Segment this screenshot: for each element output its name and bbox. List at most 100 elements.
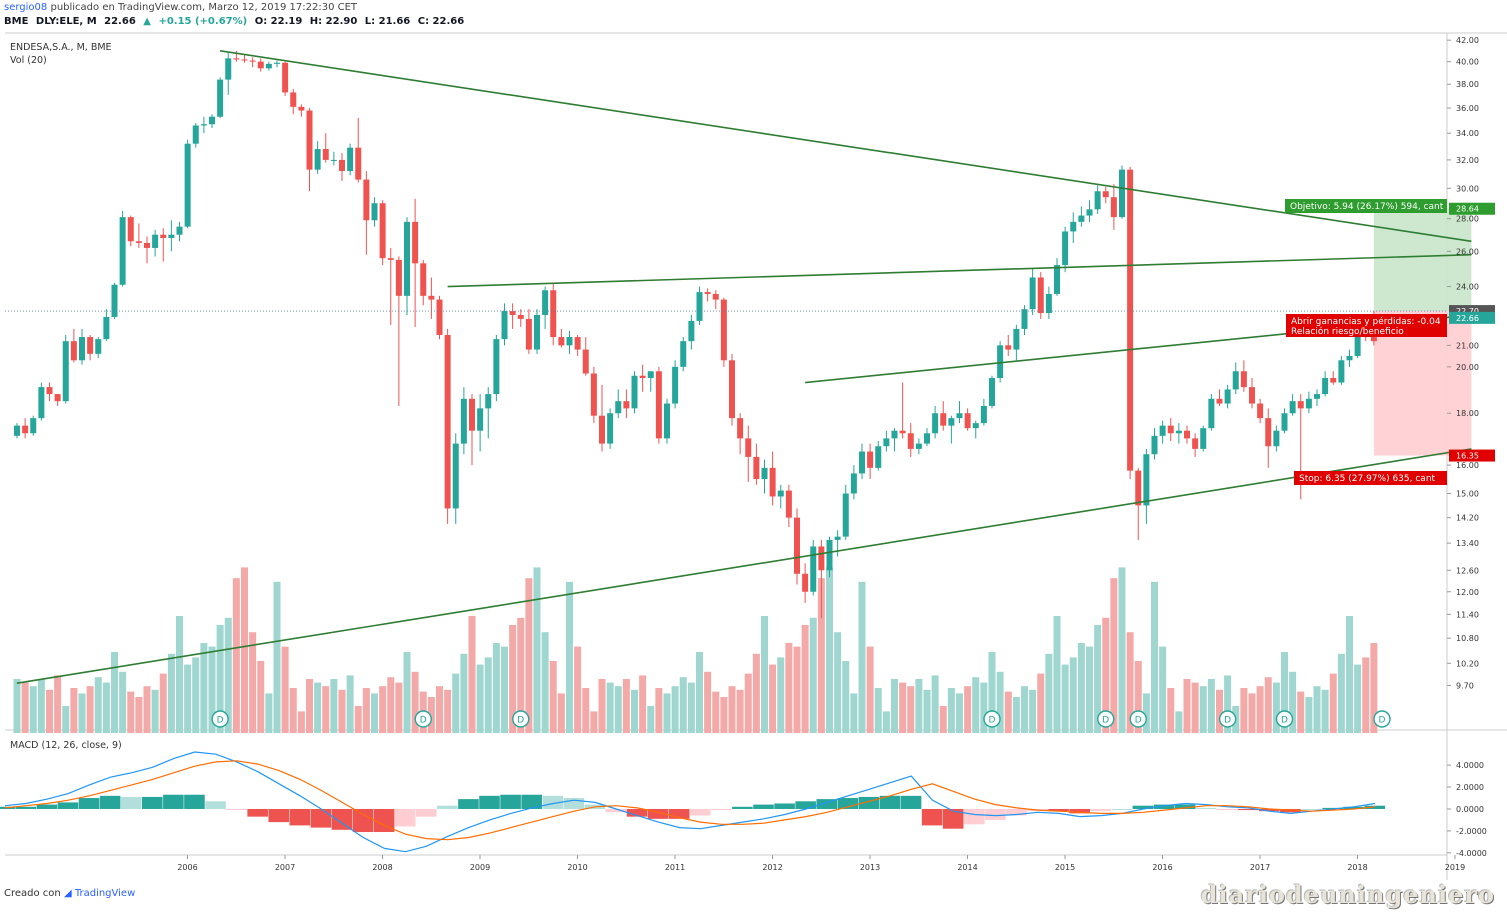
candle-body (1322, 377, 1329, 395)
candle-body (184, 143, 191, 227)
volume-bar (135, 697, 143, 733)
candle-body (282, 62, 289, 93)
candle-body (306, 110, 313, 170)
author-name[interactable]: sergio08 (4, 2, 48, 13)
macd-histogram-bar (985, 808, 1006, 820)
time-tick-label: 2018 (1347, 863, 1367, 872)
tradingview-brand[interactable]: TradingView (74, 888, 136, 899)
price-label-text: 22.70 (1456, 307, 1479, 316)
candle-body (87, 337, 94, 354)
price-tick-label: 26.00 (1456, 247, 1479, 256)
candle-body (274, 62, 280, 64)
candle-body (1289, 401, 1296, 414)
volume-bar (549, 661, 557, 733)
volume-bar (1297, 691, 1305, 733)
candle-body (826, 539, 833, 571)
dividend-marker: D (983, 710, 1001, 728)
candle-body (209, 116, 215, 125)
time-tick-label: 2013 (860, 863, 880, 872)
macd-tick-label: -2.0000 (1456, 827, 1487, 836)
candle-body (1297, 401, 1304, 409)
price-tick-label: 16.00 (1456, 461, 1479, 470)
ticker-label: DLY:ELE, M (35, 16, 97, 27)
candle-body (1127, 169, 1134, 471)
macd-legend[interactable]: MACD (12, 26, close, 9) (10, 740, 122, 751)
time-tick-label: 2007 (275, 863, 295, 872)
macd-histogram-bar (1069, 808, 1090, 814)
candle-body (1054, 265, 1060, 294)
macd-tick-label: 0.0000 (1456, 805, 1484, 814)
candle-body (160, 234, 167, 238)
volume-legend[interactable]: Vol (20) (10, 55, 47, 66)
volume-bar (817, 578, 825, 733)
macd-histogram-bar (57, 802, 79, 809)
macd-histogram-bar (226, 808, 247, 811)
candle-body (144, 242, 150, 248)
macd-histogram-bar (1174, 804, 1196, 809)
dividend-icon (1097, 710, 1115, 728)
candle-body (460, 398, 467, 444)
volume-bar (1102, 617, 1110, 733)
candle-body (1143, 454, 1150, 506)
candle-body (850, 473, 857, 494)
volume-bar (314, 682, 322, 733)
candle-body (54, 394, 61, 402)
stop-annotation: Stop: 6.35 (27.97%) 635, cant (1294, 471, 1447, 485)
candle-body (972, 423, 979, 429)
candle-body (769, 467, 776, 497)
candle-body (647, 371, 654, 378)
volume-bar (281, 646, 289, 733)
candle-body (436, 299, 443, 335)
candle-body (818, 546, 825, 571)
candle-body (257, 61, 264, 69)
watermark-logo: diariodeuningeniero (1200, 880, 1495, 909)
candle-body (322, 149, 329, 160)
candle-body (1216, 398, 1223, 404)
volume-bar (525, 578, 533, 733)
candle-body (615, 401, 622, 414)
candle-body (1249, 387, 1255, 404)
candle-body (704, 292, 711, 294)
price-tick-label: 42.00 (1456, 36, 1479, 45)
pnl-annotation-text: Abrir ganancias y pérdidas: -0.04 (1291, 316, 1441, 327)
macd-histogram-bar (690, 808, 711, 816)
volume-bar (980, 682, 988, 733)
price-tick-label: 40.00 (1456, 58, 1479, 67)
time-tick-label: 2015 (1055, 863, 1075, 872)
dividend-label: D (1135, 716, 1142, 726)
candle-body (1021, 309, 1028, 329)
volume-bar (882, 711, 890, 733)
volume-bar (94, 677, 102, 733)
macd-histogram-bar (120, 796, 142, 809)
volume-bar (809, 617, 817, 733)
candle-body (1338, 360, 1345, 383)
volume-bar (964, 686, 972, 733)
macd-histogram-bar (394, 808, 416, 827)
candle-body (550, 290, 557, 338)
volume-bar (1012, 697, 1020, 733)
candle-body (542, 290, 549, 315)
macd-histogram-bar (352, 808, 374, 832)
candle-body (62, 341, 69, 402)
volume-bar (533, 567, 541, 733)
volume-bar (777, 657, 785, 733)
price-tick-label: 15.00 (1456, 490, 1479, 499)
candle-body (899, 430, 906, 434)
volume-bar (1289, 671, 1297, 733)
volume-bar (793, 646, 801, 733)
volume-bar (850, 693, 858, 733)
macd-histogram-bar (921, 808, 943, 826)
symbol-legend[interactable]: ENDESA,S.A., M, BME (10, 42, 112, 53)
candle-body (1305, 398, 1312, 409)
candle-body (1184, 430, 1190, 439)
volume-bar (866, 646, 874, 733)
volume-bar (1313, 686, 1321, 733)
volume-bar (614, 686, 622, 733)
volume-bar (427, 697, 435, 733)
macd-histogram-bar (373, 808, 395, 832)
price-tick-label: 28.00 (1456, 215, 1479, 224)
candle-body (1119, 169, 1125, 218)
candle-body (493, 339, 500, 395)
candle-body (395, 259, 402, 296)
